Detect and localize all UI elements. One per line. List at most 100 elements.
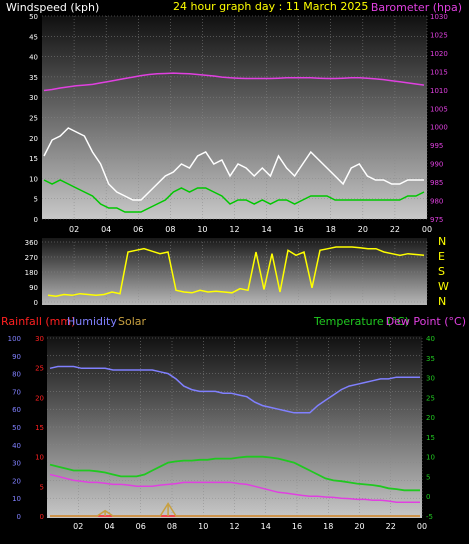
wind-grid <box>42 15 428 220</box>
baro-label: Barometer (hpa) <box>371 1 462 14</box>
temp-label: Temperature (°C) <box>313 315 409 328</box>
y-left-tick: 50 <box>29 13 38 21</box>
y-left-tick: 20 <box>12 477 21 485</box>
baro-axis-ticks: 975 980 985 990 995 1000 1005 1010 1015 1020 1025 1… <box>430 13 448 224</box>
dew-point-series-line <box>49 473 420 503</box>
y-right-tick: 1000 <box>430 124 448 132</box>
humidity-label: Humidity <box>67 315 117 328</box>
x-tick-label: 08 <box>165 225 175 234</box>
rain-axis-tick: 15 <box>35 424 44 432</box>
direction-series <box>47 246 425 297</box>
y-left-tick: 40 <box>12 442 21 450</box>
y-left-tick: 45 <box>29 33 38 41</box>
y-right-tick: 15 <box>426 434 435 442</box>
solar-label: Solar <box>118 315 147 328</box>
x-tick-label: 02 <box>69 225 79 234</box>
y-left-tick: 90 <box>29 284 38 292</box>
y-right-tick: 40 <box>426 335 435 343</box>
y-left-tick: 50 <box>12 424 21 432</box>
y-left-tick: 5 <box>34 196 38 204</box>
y-right-tick: 1030 <box>430 13 448 21</box>
direction-degree-ticks: 0 90 180 270 360 <box>25 239 38 307</box>
x-tick-label: 20 <box>354 522 364 531</box>
y-left-tick: 30 <box>12 460 21 468</box>
x-tick-label: 18 <box>323 522 333 531</box>
direction-grid <box>42 241 428 303</box>
y-right-tick: 1020 <box>430 50 448 58</box>
temperature-series-line <box>49 455 420 492</box>
y-right-tick: 1025 <box>430 31 448 39</box>
x-tick-label: 14 <box>261 522 271 531</box>
rain-axis-tick: 20 <box>35 394 44 402</box>
rain-axis-tick: 0 <box>40 513 44 521</box>
y-right-tick: W <box>438 280 449 293</box>
x-tick-label: 20 <box>358 225 368 234</box>
x-tick-label: 02 <box>73 522 83 531</box>
y-left-tick: 60 <box>12 406 21 414</box>
y-right-tick: 5 <box>426 473 430 481</box>
y-right-tick: 25 <box>426 394 435 402</box>
x-tick-label: 12 <box>229 522 239 531</box>
solar-series-line <box>50 502 420 517</box>
graph-title: 24 hour graph day : 11 March 2025 <box>173 0 368 13</box>
y-right-tick: 30 <box>426 375 435 383</box>
x-tick-label: 00 <box>422 225 432 234</box>
x-tick-label: 10 <box>197 225 207 234</box>
temp-axis-ticks: -5 0 5 10 15 20 25 30 35 40 <box>426 335 435 521</box>
y-right-tick: 990 <box>430 161 443 169</box>
x-tick-label: 08 <box>167 522 177 531</box>
x-tick-label: 22 <box>386 522 396 531</box>
direction-series-line <box>47 246 425 297</box>
x-tick-label: 22 <box>390 225 400 234</box>
rain-axis-tick: 5 <box>40 483 44 491</box>
y-right-tick: N <box>438 295 446 308</box>
dew-label: Dew Point (°C) <box>386 315 466 328</box>
humidity-series-line <box>49 365 420 414</box>
rain-axis-ticks: 0 5 10 15 20 25 30 <box>35 335 44 521</box>
y-left-tick: 180 <box>25 269 38 277</box>
x-tick-label: 10 <box>198 522 208 531</box>
y-right-tick: 980 <box>430 198 443 206</box>
x-tick-label: 18 <box>326 225 336 234</box>
y-left-tick: 25 <box>29 115 38 123</box>
y-right-tick: 20 <box>426 414 435 422</box>
y-left-tick: 40 <box>29 54 38 62</box>
y-left-tick: 0 <box>34 299 38 307</box>
y-right-tick: 1015 <box>430 68 448 76</box>
temp-series <box>49 365 420 517</box>
y-left-tick: 30 <box>29 94 38 102</box>
y-right-tick: 985 <box>430 179 443 187</box>
y-right-tick: 1005 <box>430 105 448 113</box>
y-right-tick: 995 <box>430 142 443 150</box>
rain-axis-tick: 30 <box>35 335 44 343</box>
y-left-tick: 80 <box>12 371 21 379</box>
rain-axis-tick: 10 <box>35 454 44 462</box>
x-tick-label: 04 <box>104 522 114 531</box>
x-tick-label: 06 <box>133 225 143 234</box>
x-tick-label: 06 <box>136 522 146 531</box>
y-right-tick: N <box>438 235 446 248</box>
y-right-tick: S <box>438 265 445 278</box>
y-left-tick: 0 <box>34 216 38 224</box>
y-right-tick: 10 <box>426 454 435 462</box>
average-wind-series-line <box>43 179 425 213</box>
rain-axis-tick: 25 <box>35 365 44 373</box>
y-left-tick: 10 <box>29 175 38 183</box>
y-left-tick: 20 <box>29 135 38 143</box>
wind-series <box>43 72 425 213</box>
y-left-tick: 10 <box>12 495 21 503</box>
rain-label: Rainfall (mm) <box>1 315 75 328</box>
y-right-tick: 35 <box>426 355 435 363</box>
y-left-tick: 270 <box>25 254 38 262</box>
wind-axis-ticks: 0 5 10 15 20 25 30 35 40 45 50 <box>29 13 38 224</box>
y-left-tick: 100 <box>8 335 21 343</box>
x-tick-label: 16 <box>294 225 304 234</box>
barometer-series-line <box>43 72 425 92</box>
x-tick-label: 04 <box>101 225 111 234</box>
y-left-tick: 15 <box>29 155 38 163</box>
x-tick-label: 00 <box>417 522 427 531</box>
y-left-tick: 360 <box>25 239 38 247</box>
y-left-tick: 90 <box>12 353 21 361</box>
